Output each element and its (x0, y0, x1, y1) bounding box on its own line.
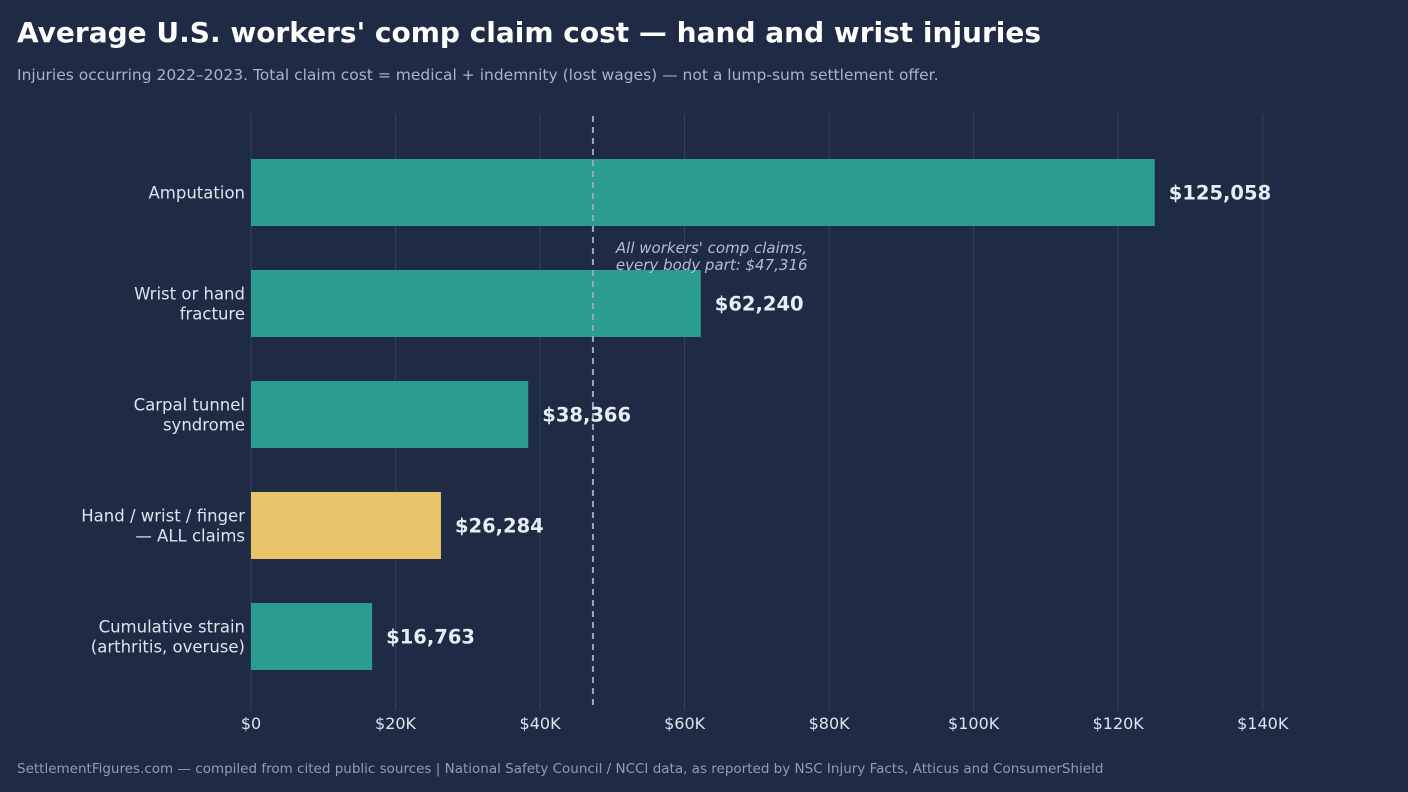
category-label: (arthritis, overuse) (91, 638, 245, 657)
bar (251, 381, 529, 448)
value-label: $125,058 (1169, 182, 1271, 205)
x-tick-label: $120K (1093, 714, 1145, 733)
reference-line-group: All workers' comp claims,every body part… (591, 116, 808, 710)
category-label: fracture (180, 305, 245, 324)
category-label: — ALL claims (135, 527, 245, 546)
category-label: syndrome (163, 416, 245, 435)
value-label: $26,284 (455, 515, 544, 538)
x-tick-label: $140K (1237, 714, 1289, 733)
category-label: Amputation (149, 184, 245, 203)
category-label: Wrist or hand (134, 285, 245, 304)
x-tick-label: $20K (375, 714, 417, 733)
x-tick-label: $0 (241, 714, 261, 733)
chart-subtitle: Injuries occurring 2022–2023. Total clai… (17, 66, 939, 84)
category-label: Cumulative strain (99, 618, 245, 637)
labels: $0 $20K $40K $60K $80K $100K $120K $140K Amputat… (81, 182, 1289, 734)
bar (251, 603, 373, 670)
category-label: Hand / wrist / finger (81, 507, 245, 526)
chart-title: Average U.S. workers' comp claim cost — … (17, 16, 1042, 49)
bar (251, 159, 1155, 226)
value-label: $62,240 (715, 293, 804, 316)
reference-annotation: every body part: $47,316 (616, 256, 808, 274)
source-footer: SettlementFigures.com — compiled from ci… (17, 761, 1104, 777)
reference-annotation: All workers' comp claims, (615, 239, 807, 257)
bars (251, 159, 1155, 670)
x-tick-label: $60K (664, 714, 706, 733)
value-label: $16,763 (386, 626, 475, 649)
category-label: Carpal tunnel (134, 396, 245, 415)
bar (251, 492, 441, 559)
value-label: $38,366 (542, 404, 631, 427)
x-tick-label: $100K (948, 714, 1000, 733)
x-tick-label: $40K (520, 714, 562, 733)
bar (251, 270, 701, 337)
x-tick-label: $80K (809, 714, 851, 733)
